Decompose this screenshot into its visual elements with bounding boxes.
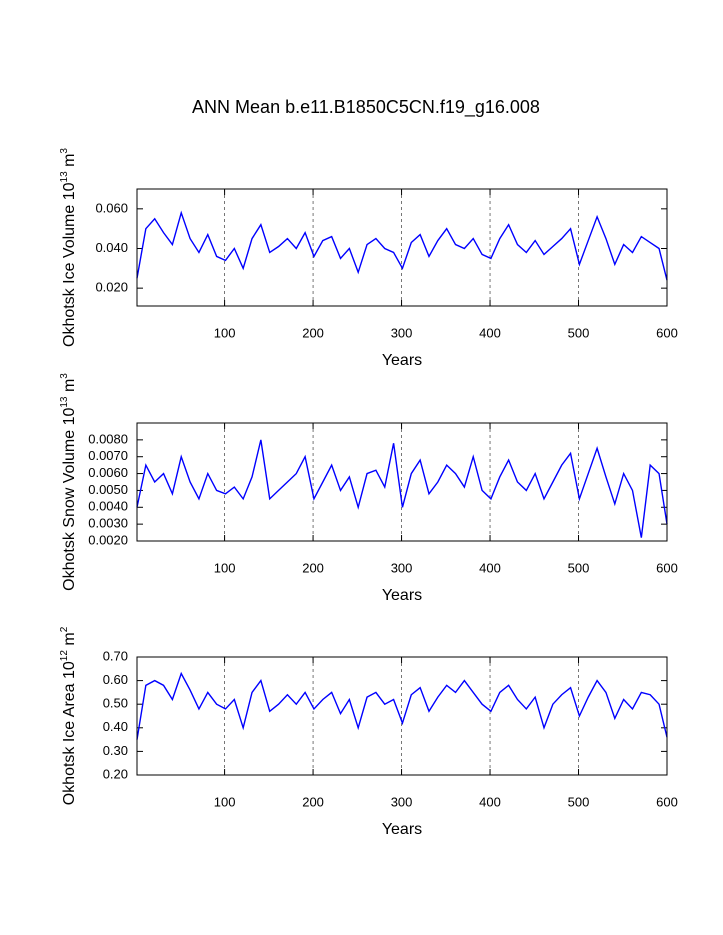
y-tick-label: 0.50 — [103, 696, 128, 711]
y-axis-label-unit-exp: 2 — [59, 626, 70, 632]
x-tick-label: 500 — [568, 325, 590, 340]
x-tick-label: 500 — [568, 560, 590, 575]
x-axis-label: Years — [382, 821, 422, 838]
x-tick-label: 200 — [302, 325, 324, 340]
y-axis-label-exp: 13 — [59, 171, 70, 183]
y-axis-label-unit: m — [61, 632, 78, 650]
y-axis-label-text: Okhotsk Ice Area 10 — [61, 661, 78, 805]
y-axis-label-unit: m — [61, 154, 78, 172]
y-tick-label: 0.060 — [95, 200, 128, 215]
x-axis-label: Years — [382, 587, 422, 604]
y-axis-label-unit-exp: 3 — [59, 148, 70, 154]
y-tick-label: 0.0030 — [88, 516, 128, 531]
x-tick-label: 600 — [656, 794, 678, 809]
y-tick-label: 0.70 — [103, 648, 128, 663]
plot-frame — [136, 422, 668, 542]
x-tick-label: 100 — [214, 560, 236, 575]
data-line — [136, 210, 668, 281]
y-tick-label: 0.60 — [103, 672, 128, 687]
y-tick-label: 0.0080 — [88, 431, 128, 446]
data-line — [136, 439, 668, 538]
x-tick-label: 100 — [214, 325, 236, 340]
y-axis-label: Okhotsk Ice Area 1012 m2 — [59, 626, 79, 805]
x-tick-label: 600 — [656, 325, 678, 340]
y-tick-label: 0.20 — [103, 766, 128, 781]
y-axis-label: Okhotsk Ice Volume 1013 m3 — [59, 148, 79, 347]
y-tick-label: 0.020 — [95, 280, 128, 295]
plot-frame — [136, 188, 668, 307]
x-axis-label: Years — [382, 352, 422, 369]
y-tick-label: 0.0070 — [88, 448, 128, 463]
y-tick-label: 0.040 — [95, 240, 128, 255]
x-tick-label: 200 — [302, 794, 324, 809]
y-tick-label: 0.0020 — [88, 532, 128, 547]
x-tick-label: 300 — [391, 560, 413, 575]
y-tick-label: 0.0060 — [88, 465, 128, 480]
y-tick-label: 0.0040 — [88, 499, 128, 514]
x-tick-label: 100 — [214, 794, 236, 809]
x-tick-label: 200 — [302, 560, 324, 575]
y-axis-label-text: Okhotsk Snow Volume 10 — [61, 408, 78, 591]
y-axis-label-exp: 12 — [59, 650, 70, 662]
y-axis-label-unit-exp: 3 — [59, 373, 70, 379]
x-tick-label: 400 — [479, 325, 501, 340]
chart-title: ANN Mean b.e11.B1850C5CN.f19_g16.008 — [192, 97, 540, 118]
x-tick-label: 400 — [479, 794, 501, 809]
y-tick-label: 0.0050 — [88, 482, 128, 497]
x-tick-label: 300 — [391, 794, 413, 809]
x-tick-label: 400 — [479, 560, 501, 575]
y-axis-label: Okhotsk Snow Volume 1013 m3 — [59, 373, 79, 591]
x-tick-label: 600 — [656, 560, 678, 575]
x-tick-label: 500 — [568, 794, 590, 809]
y-axis-label-unit: m — [61, 379, 78, 397]
plot-frame — [136, 656, 668, 776]
y-axis-label-exp: 13 — [59, 396, 70, 408]
y-axis-label-text: Okhotsk Ice Volume 10 — [61, 182, 78, 347]
x-tick-label: 300 — [391, 325, 413, 340]
y-tick-label: 0.30 — [103, 743, 128, 758]
y-tick-label: 0.40 — [103, 719, 128, 734]
data-line — [136, 671, 668, 740]
